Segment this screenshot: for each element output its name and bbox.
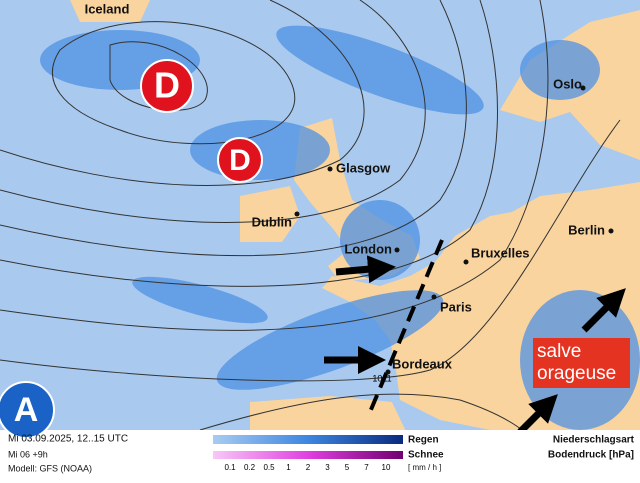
snow-label: Schnee (408, 450, 444, 461)
scale-label: 1 (286, 463, 291, 472)
legend-scale: 0.1 0.2 0.5 1 2 3 5 7 10 (224, 463, 391, 472)
place-label: Bruxelles (471, 245, 530, 260)
low-label: D (229, 144, 251, 177)
footer-run: Mi 06 +9h (8, 449, 48, 459)
callout-box (533, 338, 630, 388)
callout-text: orageuse (537, 363, 616, 384)
scale-label: 10 (382, 463, 391, 472)
arrows (324, 255, 626, 435)
rain-bar (213, 435, 403, 444)
place-label: Dublin (252, 214, 292, 229)
place-label: Berlin (568, 222, 605, 237)
footer-model: Modell: GFS (NOAA) (8, 463, 92, 473)
snow-bar (213, 451, 403, 459)
scale-label: 7 (364, 463, 369, 472)
isobar-label: 1011 (372, 373, 391, 383)
type-label: Niederschlagsart (553, 435, 635, 446)
low-label: D (154, 65, 180, 106)
place-label: Oslo (553, 76, 582, 91)
footer-date: Mi 03.09.2025, 12..15 UTC (8, 434, 128, 445)
city-dots (294, 85, 614, 375)
high-label: A (14, 391, 39, 429)
scale-label: 0.5 (263, 463, 275, 472)
isobars (0, 0, 621, 479)
rain-label: Regen (408, 435, 439, 446)
low-marker (140, 59, 194, 113)
place-label: London (344, 241, 392, 256)
scale-label: 0.2 (244, 463, 256, 472)
scale-label: 2 (306, 463, 311, 472)
unit-label: [ mm / h ] (408, 463, 441, 472)
scale-label: 3 (325, 463, 330, 472)
low-marker (217, 137, 263, 183)
high-marker (0, 381, 55, 439)
front-line (368, 239, 444, 413)
scale-label: 0.1 (224, 463, 236, 472)
place-label: Iceland (85, 1, 130, 16)
place-label: Bordeaux (392, 356, 453, 371)
pressure-label: Bodendruck [hPa] (548, 450, 634, 461)
scale-label: 5 (345, 463, 350, 472)
place-label: Glasgow (336, 160, 391, 175)
place-label: Paris (440, 299, 472, 314)
callout-text: salve (537, 341, 581, 362)
